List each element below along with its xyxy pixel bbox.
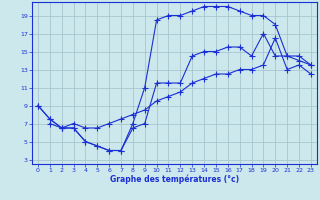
- X-axis label: Graphe des températures (°c): Graphe des températures (°c): [110, 175, 239, 184]
